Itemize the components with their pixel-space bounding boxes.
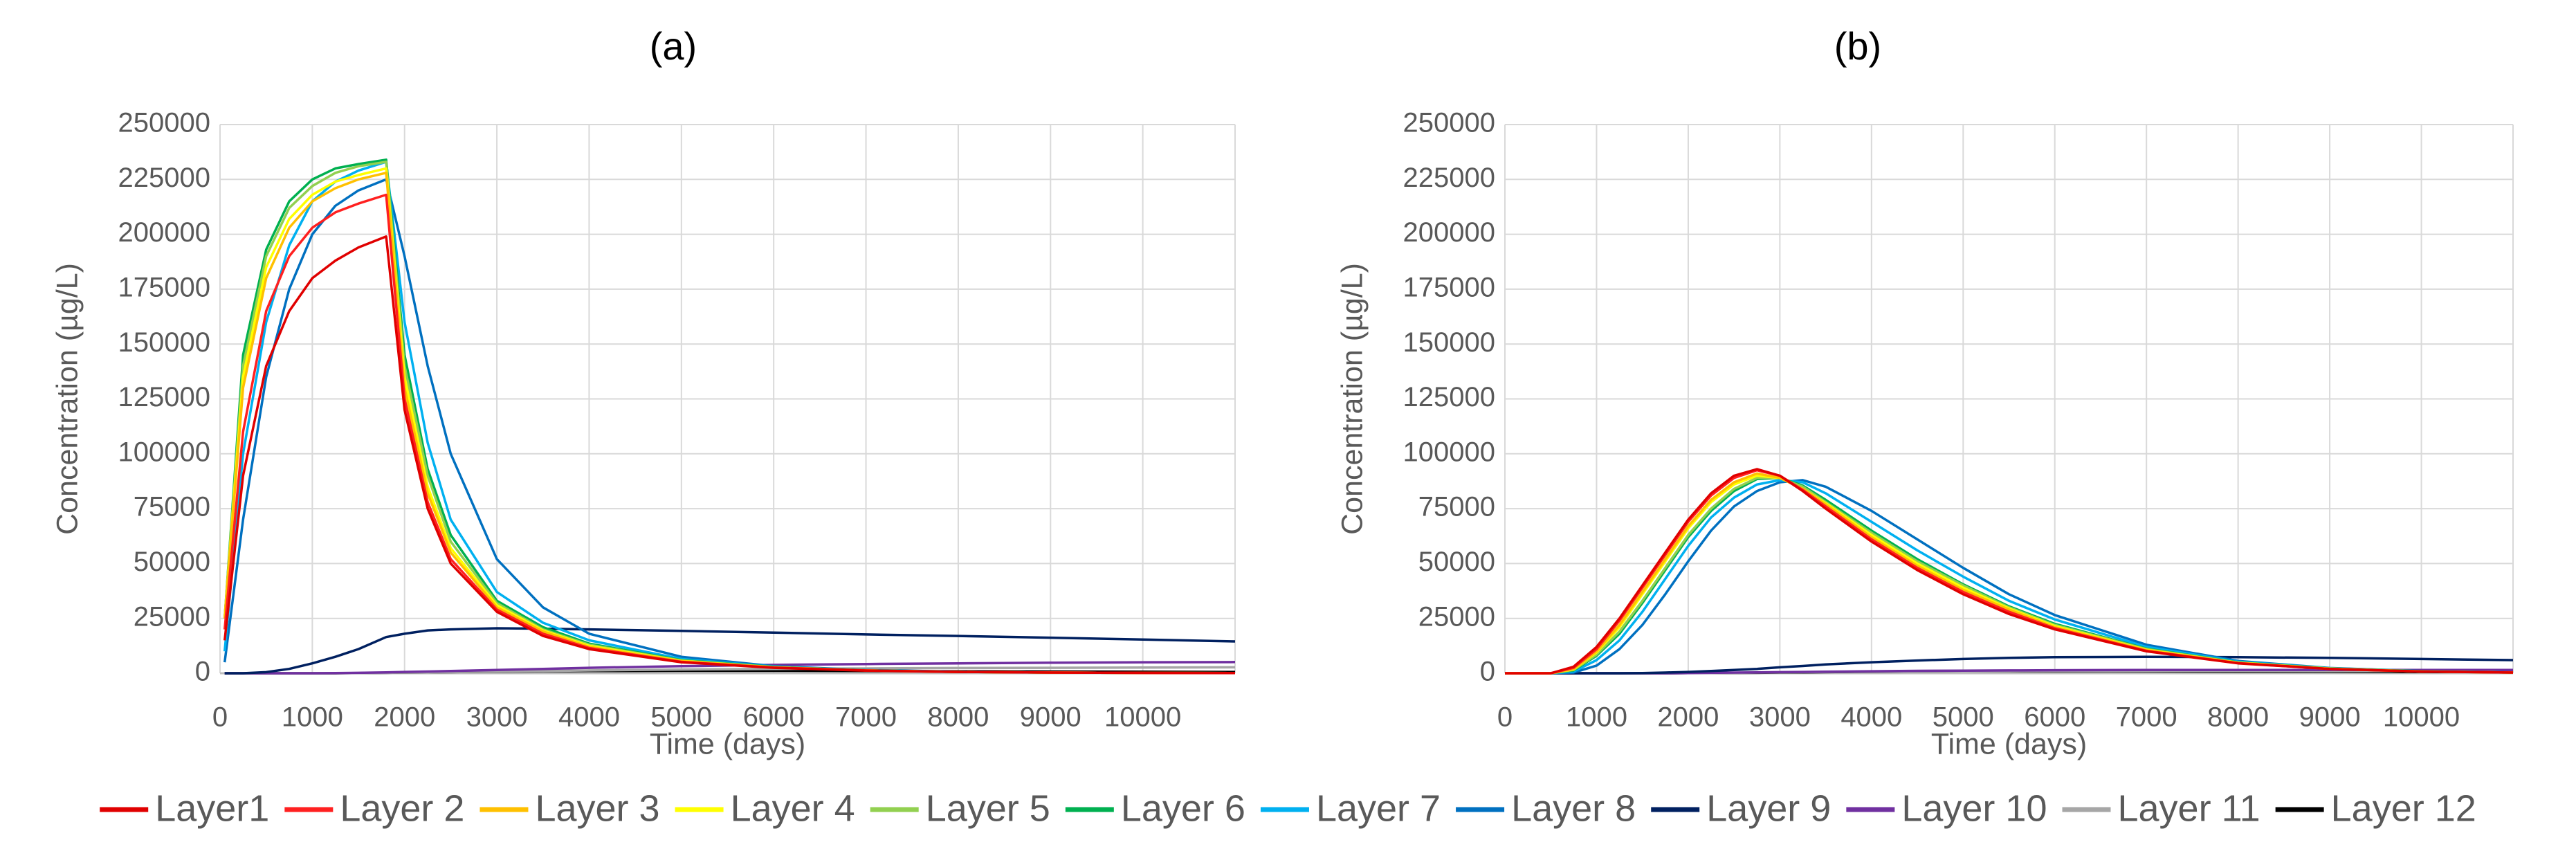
x-tick-label: 7000 bbox=[835, 702, 897, 733]
legend: Layer1 Layer 2 Layer 3 Layer 4 Layer 5 Layer … bbox=[100, 787, 2476, 829]
x-tick-label: 0 bbox=[212, 702, 228, 733]
x-tick-label: 8000 bbox=[2207, 702, 2269, 733]
y-tick-label: 225000 bbox=[1403, 163, 1495, 193]
x-tick-label: 5000 bbox=[650, 702, 712, 733]
legend-label: Layer1 bbox=[155, 787, 269, 829]
legend-label: Layer 3 bbox=[535, 787, 659, 829]
x-tick-label: 1000 bbox=[282, 702, 343, 733]
x-tick-label: 5000 bbox=[1933, 702, 1994, 733]
x-tick-label: 3000 bbox=[1749, 702, 1811, 733]
x-tick-label: 9000 bbox=[2299, 702, 2361, 733]
x-tick-label: 0 bbox=[1497, 702, 1513, 733]
chart-title: (a) bbox=[650, 24, 697, 68]
x-tick-label: 2000 bbox=[1657, 702, 1719, 733]
data-line bbox=[1505, 472, 2514, 675]
legend-label: Layer 10 bbox=[1901, 787, 2047, 829]
data-line bbox=[1505, 474, 2514, 675]
y-tick-label: 175000 bbox=[1403, 272, 1495, 302]
y-tick-label: 25000 bbox=[134, 601, 210, 632]
y-tick-label: 250000 bbox=[1403, 108, 1495, 138]
legend-label: Layer 6 bbox=[1121, 787, 1245, 829]
x-tick-label: 10000 bbox=[1104, 702, 1181, 733]
legend-label: Layer 8 bbox=[1511, 787, 1636, 829]
x-axis-title: Time (days) bbox=[650, 727, 805, 760]
legend-label: Layer 5 bbox=[926, 787, 1050, 829]
x-tick-label: 7000 bbox=[2116, 702, 2177, 733]
y-tick-label: 75000 bbox=[1418, 492, 1495, 522]
y-tick-label: 50000 bbox=[1418, 547, 1495, 577]
data-line bbox=[223, 158, 1236, 675]
data-line bbox=[223, 167, 1236, 675]
y-axis-title: Concentration (µg/L) bbox=[1335, 263, 1369, 535]
y-tick-label: 175000 bbox=[118, 272, 210, 302]
y-tick-label: 100000 bbox=[118, 437, 210, 467]
legend-label: Layer 12 bbox=[2331, 787, 2476, 829]
x-tick-label: 6000 bbox=[743, 702, 805, 733]
y-tick-label: 125000 bbox=[1403, 382, 1495, 412]
data-line bbox=[223, 235, 1236, 675]
y-tick-label: 225000 bbox=[118, 163, 210, 193]
x-tick-label: 9000 bbox=[1020, 702, 1081, 733]
data-line bbox=[1505, 468, 2514, 675]
legend-label: Layer 11 bbox=[2117, 787, 2260, 829]
x-tick-label: 4000 bbox=[558, 702, 620, 733]
x-tick-label: 2000 bbox=[374, 702, 435, 733]
y-tick-label: 125000 bbox=[118, 382, 210, 412]
legend-label: Layer 7 bbox=[1316, 787, 1441, 829]
y-axis-title: Concentration (µg/L) bbox=[51, 263, 84, 535]
chart-title: (b) bbox=[1834, 24, 1881, 68]
legend-label: Layer 4 bbox=[731, 787, 855, 829]
data-line bbox=[224, 661, 1236, 675]
data-line bbox=[1505, 655, 2514, 675]
y-tick-label: 50000 bbox=[134, 547, 210, 577]
data-line bbox=[223, 161, 1236, 675]
x-tick-label: 6000 bbox=[2024, 702, 2085, 733]
data-line bbox=[223, 193, 1236, 675]
y-tick-label: 75000 bbox=[134, 492, 210, 522]
x-tick-label: 1000 bbox=[1566, 702, 1627, 733]
y-tick-label: 200000 bbox=[118, 217, 210, 248]
x-tick-label: 4000 bbox=[1840, 702, 1902, 733]
y-tick-label: 150000 bbox=[1403, 327, 1495, 358]
y-tick-label: 0 bbox=[195, 657, 210, 687]
y-tick-label: 200000 bbox=[1403, 217, 1495, 248]
data-line bbox=[224, 627, 1236, 675]
y-tick-label: 150000 bbox=[118, 327, 210, 358]
legend-label: Layer 2 bbox=[340, 787, 464, 829]
x-tick-label: 3000 bbox=[466, 702, 528, 733]
legend-label: Layer 9 bbox=[1706, 787, 1831, 829]
data-line bbox=[223, 172, 1236, 675]
y-tick-label: 250000 bbox=[118, 108, 210, 138]
x-tick-label: 8000 bbox=[927, 702, 989, 733]
y-tick-label: 0 bbox=[1480, 657, 1495, 687]
y-tick-label: 25000 bbox=[1418, 601, 1495, 632]
y-tick-label: 100000 bbox=[1403, 437, 1495, 467]
x-axis-title: Time (days) bbox=[1931, 727, 2087, 760]
x-tick-label: 10000 bbox=[2383, 702, 2460, 733]
data-line bbox=[223, 178, 1236, 675]
data-line bbox=[223, 161, 1236, 675]
